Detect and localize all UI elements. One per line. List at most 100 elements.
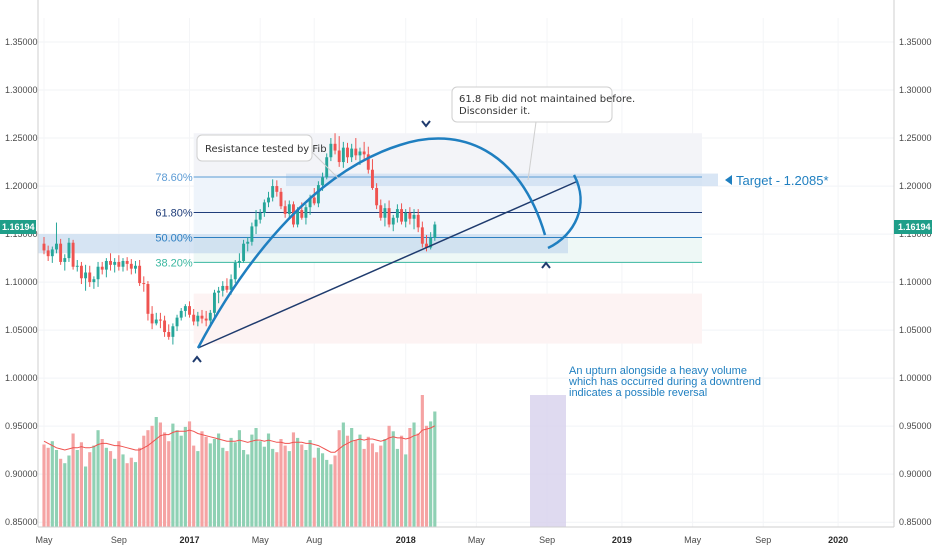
- candle-body: [167, 332, 171, 337]
- volume-bar: [108, 451, 113, 527]
- volume-bar: [362, 448, 366, 527]
- price-tick-label-right: 1.00000: [899, 373, 932, 383]
- price-tick-label-left: 1.25000: [5, 133, 38, 143]
- candle-body: [333, 143, 337, 151]
- volume-bar: [113, 458, 117, 527]
- candle-body: [229, 279, 233, 290]
- volume-bar: [304, 450, 308, 527]
- trend-line[interactable]: [197, 180, 579, 349]
- candle-body: [63, 258, 67, 262]
- rounding-arc[interactable]: [196, 137, 547, 349]
- price-tag-left: 1.16194: [0, 220, 36, 234]
- price-tick-label-left: 1.20000: [5, 181, 38, 191]
- volume-ma-line: [43, 425, 436, 453]
- candle-body: [329, 143, 333, 158]
- fib-label-61-80: 61.80%: [155, 207, 193, 219]
- volume-bar: [350, 428, 354, 527]
- candle-body: [237, 260, 241, 263]
- volume-bar: [395, 448, 399, 527]
- volume-bar: [399, 435, 404, 527]
- candle-body: [433, 224, 437, 238]
- candle-body: [55, 243, 58, 250]
- volume-bar: [208, 443, 212, 527]
- volume-bar: [171, 423, 175, 527]
- candle-body: [408, 212, 412, 219]
- price-tick-label-right: 0.95000: [899, 421, 932, 431]
- fib-label-38-20: 38.20%: [155, 257, 193, 269]
- candle-body: [158, 319, 162, 321]
- candle-body: [142, 283, 146, 285]
- fib-note-callout[interactable]: 61.8 Fib did not maintained before. Disc…: [451, 86, 635, 123]
- target-zone-box: [286, 173, 718, 187]
- volume-bar: [221, 447, 225, 527]
- price-tick-label-right: 1.10000: [899, 277, 932, 287]
- volume-bar: [67, 455, 71, 527]
- curved-arrow[interactable]: [547, 174, 582, 250]
- candle-body: [204, 318, 208, 321]
- time-tick-label: 2019: [612, 535, 632, 545]
- candle-body: [121, 260, 125, 267]
- candle-body: [250, 226, 254, 242]
- candle-body: [171, 326, 175, 337]
- volume-bar: [379, 445, 383, 527]
- volume-bar: [271, 448, 275, 527]
- volume-note[interactable]: An upturn alongside a heavy volume which…: [568, 365, 761, 399]
- low-caret-icon: [192, 355, 202, 363]
- volume-note-line-3: indicates a possible reversal: [569, 387, 707, 399]
- candle-body: [275, 186, 279, 192]
- volume-bar: [283, 445, 287, 527]
- volume-bar: [133, 462, 138, 527]
- volume-bar: [71, 433, 75, 527]
- fib-note-line-1: 61.8 Fib did not maintained before.: [459, 94, 635, 105]
- price-tick-label-right: 0.85000: [899, 517, 932, 527]
- drawings-layer[interactable]: [192, 120, 582, 363]
- candle-body: [246, 241, 250, 244]
- volume-bar: [370, 443, 375, 527]
- candle-body: [125, 260, 129, 264]
- volume-bar: [121, 454, 125, 527]
- candle-body: [192, 314, 196, 322]
- volume-bar: [229, 437, 233, 527]
- volume-bar: [237, 430, 241, 527]
- volume-bar: [117, 441, 121, 527]
- target-label-text: Target - 1.2085*: [736, 173, 829, 188]
- volume-bar: [408, 428, 412, 527]
- price-tick-label-right: 0.90000: [899, 469, 932, 479]
- volume-bar: [83, 466, 88, 527]
- time-tick-label: 2020: [828, 535, 848, 545]
- candle-body: [254, 219, 258, 227]
- time-tick-label: Aug: [306, 535, 322, 545]
- price-tag-right: 1.16194: [894, 220, 932, 234]
- candle-body: [113, 261, 117, 265]
- volume-note-line-2: which has occurred during a downtrend: [568, 376, 761, 388]
- volume-bar: [387, 425, 391, 527]
- volume-bar: [212, 439, 217, 527]
- high-caret-icon: [421, 120, 431, 128]
- volume-bar: [233, 442, 237, 527]
- volume-note-line-1: An upturn alongside a heavy volume: [569, 365, 747, 377]
- volume-bar: [404, 454, 408, 527]
- volume-bar: [337, 430, 341, 527]
- resistance-callout[interactable]: Resistance tested by Fib: [196, 134, 327, 162]
- candle-body: [154, 319, 158, 324]
- candle-body: [196, 315, 200, 322]
- volume-bar: [333, 455, 337, 527]
- volume-bar: [291, 432, 296, 527]
- candle-body: [213, 292, 216, 313]
- volume-bar: [416, 433, 420, 527]
- volume-highlight-box: [530, 395, 566, 527]
- volume-bar: [254, 428, 258, 527]
- resistance-callout-text: Resistance tested by Fib: [205, 144, 327, 155]
- candle-body: [287, 204, 291, 214]
- volume-bars: [42, 395, 437, 527]
- resistance-callout-pointer: [309, 149, 339, 179]
- volume-bar: [300, 444, 304, 527]
- volume-bar: [279, 439, 283, 527]
- volume-bar: [433, 411, 437, 527]
- price-tag-right-text: 1.16194: [898, 222, 931, 232]
- candle-body: [300, 210, 304, 218]
- candle-body: [383, 208, 387, 218]
- candle-body: [75, 265, 79, 267]
- target-label[interactable]: Target - 1.2085*: [725, 173, 829, 188]
